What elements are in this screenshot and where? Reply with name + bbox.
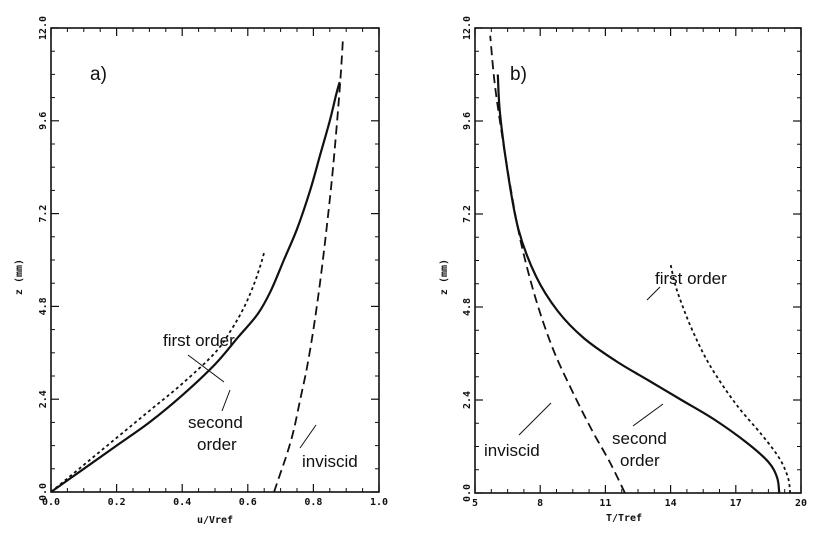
panel-a-annotation-first-order: first order (163, 331, 235, 350)
panel-a-ticks: 0.0 0.2 0.4 0.6 0.8 1.0 0.0 2.4 4.8 7.2 9.6 12.0 (38, 16, 388, 508)
panel-a-y-tick-label: 7.2 (38, 205, 49, 223)
panel-b-leader-inviscid (518, 402, 552, 436)
panel-a-x-tick-label: 0.8 (304, 497, 322, 508)
panel-a-y-tick-label: 12.0 (38, 16, 49, 40)
panel-a-x-tick-label: 0.4 (173, 497, 191, 508)
panel-b-series-first-order (669, 264, 792, 494)
panel-b-y-tick-label: 9.6 (462, 112, 473, 130)
panel-a-leader-inviscid (299, 424, 317, 449)
panel-a-annotation-order: order (197, 435, 237, 454)
panel-b-series (489, 35, 792, 494)
panel-a-leader-second-order (221, 389, 231, 412)
panel-a-annotation-second: second (188, 413, 243, 432)
panel-a-y-tick-label: 9.6 (38, 112, 49, 130)
panel-a-label: a) (90, 64, 107, 85)
panel-a-y-tick-label: 0.0 (38, 483, 49, 501)
panel-a-x-tick-label: 0.6 (239, 497, 257, 508)
panel-a-x-tick-label: 0.0 (42, 497, 60, 508)
panel-b-annotation-second: second (612, 429, 667, 448)
panel-b-label: b) (510, 64, 527, 85)
panel-b-y-tick-label: 4.8 (462, 298, 473, 316)
panel-b-y-tick-label: 7.2 (462, 205, 473, 223)
panel-b-annotation-first-order: first order (655, 269, 727, 288)
panel-b-chart: 5 8 11 14 17 200.02.44.87.29.612.0 b) T/Tref … (439, 16, 807, 524)
panel-a-series (50, 39, 344, 493)
panel-a-series-first-order (50, 252, 266, 493)
panel-a-x-tick-label: 1.0 (370, 497, 388, 508)
panel-b-x-tick-label: 11 (599, 498, 611, 509)
panel-a-x-axis-title: u/Vref (197, 515, 233, 526)
panel-b-ticks: 5 8 11 14 17 20 0.0 2.4 4.8 7.2 9.6 12.0 (462, 16, 807, 509)
panel-b-y-tick-label: 12.0 (462, 16, 473, 40)
panel-b-series-inviscid (489, 35, 626, 494)
panel-a-x-tick-label: 0.2 (108, 497, 126, 508)
panel-b-annotation-order: order (620, 451, 660, 470)
panel-a-annotation-inviscid: inviscid (302, 452, 358, 471)
panel-b-frame (474, 27, 802, 494)
panel-b-x-tick-label: 20 (795, 498, 807, 509)
panel-a-series-second-order (50, 81, 341, 493)
panel-a-y-tick-label: 2.4 (38, 390, 49, 408)
panel-b-leader-second-order (632, 403, 664, 427)
panel-a-chart: 0.0 0.2 0.4 0.6 0.8 1.0 0.0 2.4 4.8 7.2 9.6 12.0 a)… (14, 16, 388, 526)
panel-b-y-tick-label: 2.4 (462, 391, 473, 409)
panel-a-y-axis-title: z (mm) (14, 259, 25, 295)
panel-a-y-tick-label: 4.8 (38, 297, 49, 315)
panel-b-annotation-inviscid: inviscid (484, 441, 540, 460)
panel-b-x-tick-label: 8 (537, 498, 543, 509)
panel-b-x-tick-label: 14 (665, 498, 677, 509)
panel-b-x-tick-label: 5 (472, 498, 478, 509)
panel-b-leader-first-order (646, 286, 661, 301)
panel-b-y-axis-title: z (mm) (439, 259, 450, 295)
panel-b-x-axis-title: T/Tref (606, 513, 642, 524)
panel-b-y-tick-label: 0.0 (462, 484, 473, 502)
panel-b-x-tick-label: 17 (730, 498, 742, 509)
panel-a-series-inviscid (273, 39, 344, 493)
panel-a-leader-first-order (187, 354, 225, 383)
